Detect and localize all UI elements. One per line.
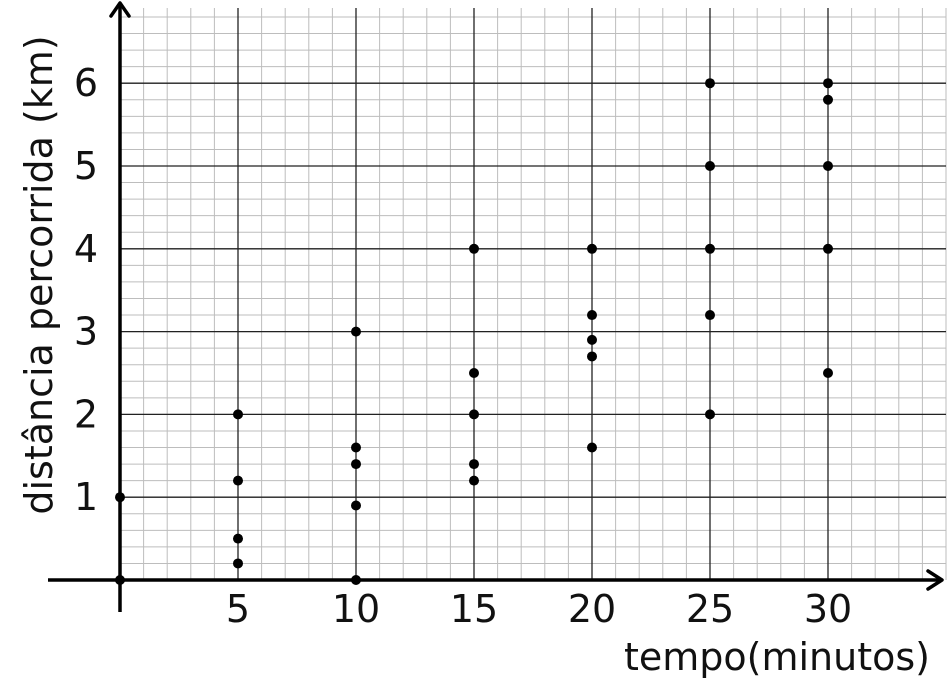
y-tick-label: 6: [74, 61, 98, 105]
data-point: [351, 575, 361, 585]
data-point: [705, 310, 715, 321]
data-point: [469, 409, 479, 420]
data-point: [587, 442, 597, 453]
data-point: [351, 500, 361, 511]
x-axis-arrow-icon: [926, 569, 944, 591]
data-point: [233, 475, 243, 486]
y-tick-labels: 1 2 3 4 5 6: [74, 61, 98, 519]
data-point: [823, 368, 833, 378]
y-tick-label: 1: [74, 475, 98, 519]
data-point: [823, 78, 833, 89]
data-point: [823, 243, 833, 254]
data-point: [705, 409, 715, 420]
y-axis-arrow-icon: [109, 1, 131, 18]
x-tick-labels: 5 10 15 20 25 30: [226, 587, 852, 631]
data-point: [587, 351, 597, 362]
data-point: [587, 243, 597, 254]
data-point: [587, 334, 597, 345]
x-axis-label: tempo(minutos): [624, 635, 930, 679]
x-tick-label: 30: [804, 587, 852, 631]
data-point: [469, 368, 479, 378]
data-point: [823, 161, 833, 171]
data-point: [351, 326, 361, 337]
data-point: [351, 459, 361, 470]
y-axis-label: distância percorrida (km): [17, 35, 61, 514]
x-tick-label: 15: [450, 587, 498, 631]
y-tick-label: 5: [74, 144, 98, 188]
data-point: [705, 243, 715, 254]
data-point: [705, 161, 715, 171]
data-point: [233, 409, 243, 420]
data-point: [351, 442, 361, 453]
axes: [48, 1, 944, 612]
data-point: [823, 94, 833, 105]
data-points: [115, 78, 833, 585]
data-point: [705, 78, 715, 89]
x-tick-label: 5: [226, 587, 250, 631]
data-point: [115, 492, 125, 503]
x-tick-label: 10: [332, 587, 380, 631]
data-point: [233, 533, 243, 544]
data-point: [587, 310, 597, 321]
x-tick-label: 20: [568, 587, 616, 631]
data-point: [469, 459, 479, 470]
y-tick-label: 4: [74, 227, 98, 271]
y-tick-label: 3: [74, 310, 98, 354]
x-tick-label: 25: [686, 587, 734, 631]
data-point: [233, 558, 243, 569]
data-point: [469, 475, 479, 486]
minor-grid: [120, 8, 947, 580]
data-point: [469, 243, 479, 254]
data-point: [115, 575, 125, 585]
y-tick-label: 2: [74, 392, 98, 436]
major-grid: [120, 8, 946, 580]
